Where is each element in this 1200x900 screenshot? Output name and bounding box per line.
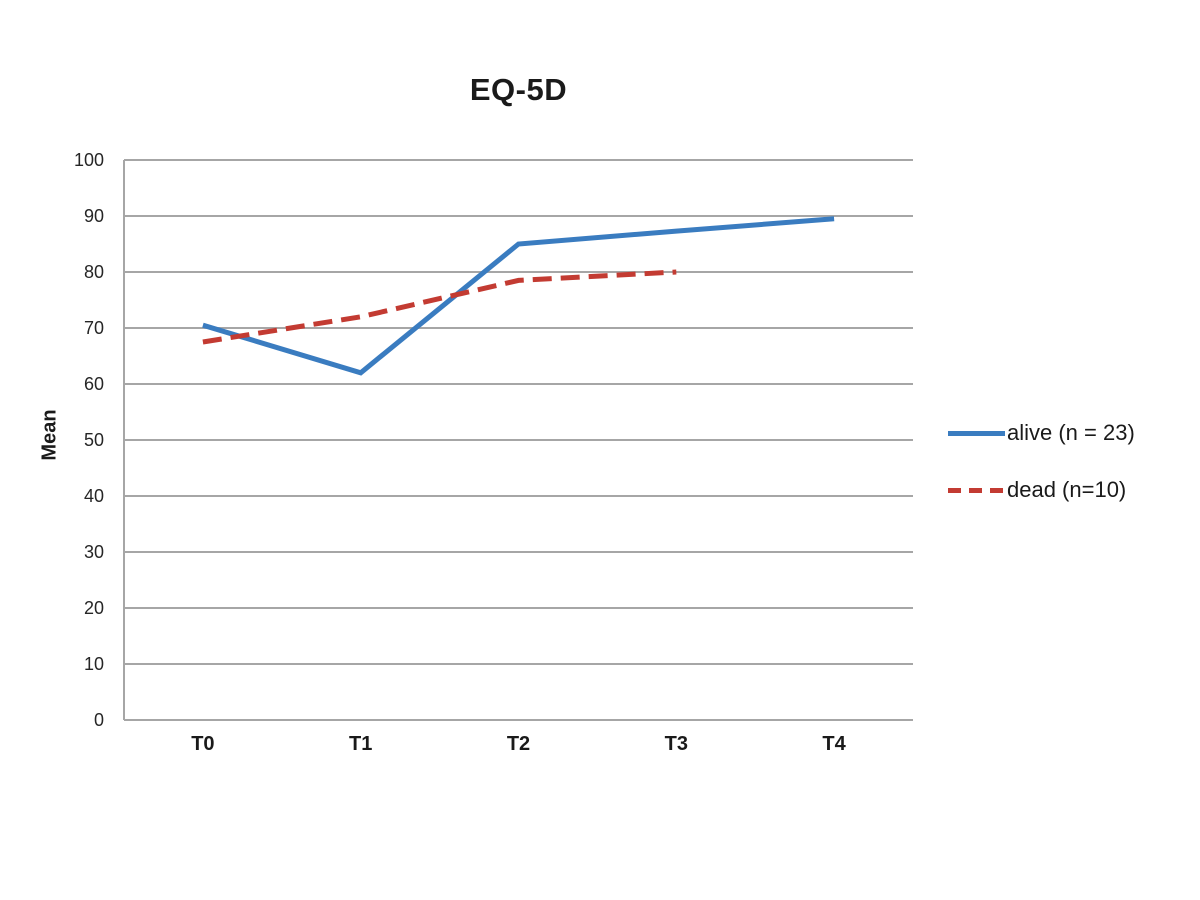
series-line-0 (202, 216, 835, 376)
legend-item-alive: alive (n = 23) (948, 420, 1135, 446)
x-tick-label: T3 (664, 733, 688, 755)
x-tick-label: T2 (506, 733, 531, 755)
legend-line-alive-icon (948, 430, 1005, 436)
y-tick-label: 70 (83, 318, 104, 338)
x-tick-label: T1 (349, 733, 373, 755)
y-tick-label: 0 (93, 710, 104, 730)
legend-item-dead: dead (n=10) (948, 477, 1126, 503)
legend-line-dead-icon (948, 487, 1005, 493)
legend-label-alive: alive (n = 23) (1007, 420, 1135, 445)
y-tick-label: 60 (83, 374, 104, 394)
y-tick-label: 10 (83, 654, 104, 674)
series-line-1 (202, 269, 677, 345)
y-tick-label: 100 (73, 150, 104, 170)
x-tick-label: T0 (191, 733, 215, 755)
y-tick-label: 40 (83, 486, 104, 506)
chart-title: EQ-5D (469, 72, 568, 107)
y-tick-label: 50 (83, 430, 104, 450)
y-tick-label: 30 (83, 542, 104, 562)
y-tick-label: 20 (83, 598, 104, 618)
x-tick-label: T4 (822, 733, 846, 755)
y-tick-label: 90 (83, 206, 104, 226)
y-tick-label: 80 (83, 262, 104, 282)
legend-label-dead: dead (n=10) (1007, 477, 1127, 502)
